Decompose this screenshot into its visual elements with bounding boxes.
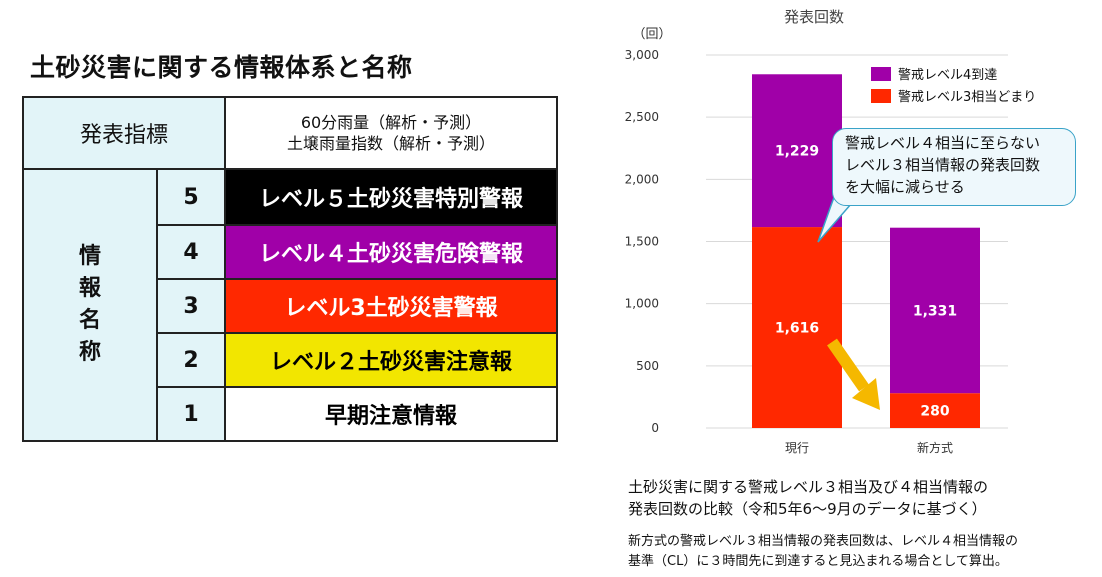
bar-segment: [752, 227, 842, 428]
level-name: レベル２土砂災害注意報: [224, 332, 558, 388]
y-tick-label: 2,500: [625, 110, 659, 124]
bar-segment: [890, 227, 980, 394]
bar-value-label: 1,616: [775, 321, 819, 337]
chart-caption: 土砂災害に関する警戒レベル３相当及び４相当情報の 発表回数の比較（令和5年6～9…: [628, 476, 988, 520]
vertical-char: 情: [78, 244, 101, 269]
level-number: 2: [155, 332, 227, 388]
table-header-row: 発表指標 60分雨量（解析・予測） 土壌雨量指数（解析・予測）: [21, 96, 558, 170]
bar-value-label: 1,331: [913, 303, 957, 319]
callout-line-1: 警戒レベル４相当に至らない: [845, 134, 1041, 152]
level-name: 早期注意情報: [224, 386, 558, 442]
level-row: 4 レベル４土砂災害危険警報: [23, 224, 558, 280]
arrow-head: [852, 378, 880, 410]
y-tick-label: 0: [651, 421, 659, 435]
callout-line-2: レベル３相当情報の発表回数: [845, 156, 1041, 174]
x-category-label: 現行: [785, 441, 809, 455]
caption-line-1: 土砂災害に関する警戒レベル３相当及び４相当情報の: [628, 478, 989, 496]
level-name: レベル５土砂災害特別警報: [224, 168, 558, 226]
caption-line-2: 発表回数の比較（令和5年6～9月のデータに基づく）: [628, 500, 987, 518]
level-number: 4: [155, 224, 227, 280]
bars: [752, 74, 980, 428]
level-number: 5: [155, 168, 227, 226]
y-tick-label: 500: [636, 359, 659, 373]
vertical-char: 報: [78, 276, 101, 301]
y-tick-label: 2,000: [625, 172, 659, 186]
legend-label: 警戒レベル3相当どまり: [898, 89, 1036, 105]
y-tick-label: 3,000: [625, 48, 659, 62]
section-title: 土砂災害に関する情報体系と名称: [30, 53, 413, 82]
callout-annotation: 警戒レベル４相当に至らない レベル３相当情報の発表回数 を大幅に減らせる: [832, 128, 1076, 206]
level-number: 3: [155, 278, 227, 334]
legend-label: 警戒レベル4到達: [898, 67, 997, 83]
level-row: 2 レベル２土砂災害注意報: [23, 332, 558, 388]
info-system-table: 発表指標 60分雨量（解析・予測） 土壌雨量指数（解析・予測） 情 報 名 称 …: [21, 96, 558, 442]
vertical-char: 名: [78, 308, 101, 333]
vertical-char: 称: [78, 340, 101, 365]
info-name-vertical-label: 情 報 名 称: [22, 168, 158, 442]
announcement-count-chart: 発表回数 （回） 0 500 1,000 1,500 2,000 2,500 3,000 1…: [625, 8, 1037, 455]
y-axis-unit: （回）: [632, 27, 671, 42]
chart-title: 発表回数: [784, 8, 844, 26]
calculation-note: 新方式の警戒レベル３相当情報の発表回数は、レベル４相当情報の 基準（CL）に３時…: [628, 532, 1018, 572]
x-category-label: 新方式: [917, 440, 953, 455]
legend-swatch: [871, 89, 891, 103]
level-row: 3 レベル3土砂災害警報: [23, 278, 558, 334]
level-name: レベル3土砂災害警報: [224, 278, 558, 334]
level-name: レベル４土砂災害危険警報: [224, 224, 558, 280]
note-line-2: 基準（CL）に３時間先に到達すると見込まれる場合として算出。: [628, 554, 1008, 569]
legend-swatch: [871, 67, 891, 81]
level-row: 情 報 名 称 5 レベル５土砂災害特別警報: [22, 168, 558, 442]
index-desc-line-2: 土壌雨量指数（解析・予測）: [287, 134, 496, 153]
announcement-index-label: 発表指標: [21, 96, 227, 170]
level-row: 1 早期注意情報: [23, 386, 558, 442]
level-number: 1: [155, 386, 227, 442]
bar-value-label: 280: [920, 404, 949, 420]
reduction-arrow: [827, 338, 880, 410]
y-tick-label: 1,000: [625, 297, 659, 311]
bar-value-label: 1,229: [775, 144, 819, 160]
bar-segment: [890, 393, 980, 428]
x-category-labels: 現行 新方式: [785, 440, 953, 455]
callout-line-3: を大幅に減らせる: [845, 178, 965, 196]
y-tick-labels: 0 500 1,000 1,500 2,000 2,500 3,000: [625, 48, 659, 435]
bar-value-labels: 1,616 1,229 280 1,331: [775, 144, 957, 420]
note-line-1: 新方式の警戒レベル３相当情報の発表回数は、レベル４相当情報の: [628, 534, 1019, 549]
index-desc-line-1: 60分雨量（解析・予測）: [300, 113, 482, 132]
arrow-shaft: [827, 338, 869, 392]
announcement-index-desc: 60分雨量（解析・予測） 土壌雨量指数（解析・予測）: [224, 96, 558, 170]
y-tick-label: 1,500: [625, 235, 659, 249]
bar-segment: [752, 74, 842, 228]
